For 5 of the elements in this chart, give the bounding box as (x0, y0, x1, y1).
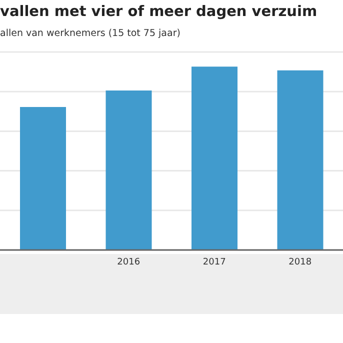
x-tick-label: 2018 (288, 257, 312, 268)
x-tick-label: 2016 (117, 257, 140, 268)
chart-subtitle: allen van werknemers (15 tot 75 jaar) (0, 28, 180, 39)
x-tick-label: 2017 (202, 257, 226, 268)
chart-title: vallen met vier of meer dagen verzuim (0, 4, 318, 20)
